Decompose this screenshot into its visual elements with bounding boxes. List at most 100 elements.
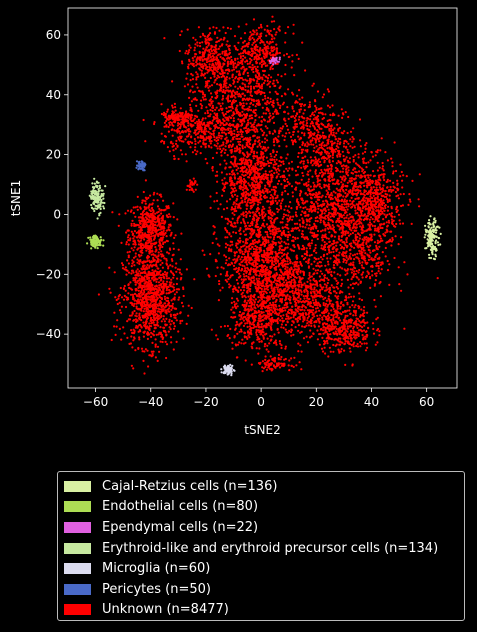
- data-point: [241, 118, 245, 121]
- data-point: [269, 236, 272, 239]
- data-point: [236, 172, 239, 175]
- data-point: [169, 224, 172, 227]
- data-point: [251, 184, 255, 187]
- data-point: [247, 138, 250, 142]
- data-point: [242, 177, 246, 181]
- data-point: [145, 217, 148, 220]
- data-point: [297, 57, 300, 61]
- data-point: [367, 176, 370, 179]
- data-point: [242, 49, 245, 53]
- data-point: [364, 147, 367, 150]
- data-point: [127, 292, 130, 295]
- data-point: [167, 125, 170, 129]
- data-point: [342, 167, 345, 170]
- data-point: [230, 133, 233, 136]
- data-point: [206, 109, 209, 112]
- data-point: [234, 85, 237, 88]
- data-point: [204, 145, 207, 148]
- data-point: [138, 255, 141, 258]
- data-point: [299, 161, 302, 164]
- data-point: [163, 326, 166, 329]
- data-point: [233, 80, 236, 83]
- data-point: [327, 124, 330, 127]
- data-point: [152, 309, 155, 312]
- data-point: [138, 229, 141, 232]
- data-point: [161, 238, 164, 241]
- data-point: [129, 293, 133, 296]
- data-point: [172, 276, 175, 279]
- data-point: [270, 38, 273, 41]
- data-point: [283, 54, 286, 57]
- data-point: [304, 206, 307, 209]
- data-point: [208, 27, 211, 30]
- data-point: [180, 140, 183, 143]
- data-point: [251, 36, 254, 40]
- data-point: [262, 41, 265, 44]
- data-point: [261, 76, 264, 79]
- data-point: [206, 65, 209, 69]
- data-point: [171, 290, 174, 293]
- data-point: [237, 125, 240, 128]
- data-point: [269, 161, 272, 164]
- data-point: [270, 176, 273, 179]
- data-point: [170, 341, 173, 344]
- data-point: [336, 142, 339, 145]
- data-point: [177, 136, 180, 139]
- data-point: [228, 115, 231, 118]
- data-point: [189, 106, 192, 109]
- data-point: [179, 319, 182, 323]
- data-point: [167, 302, 170, 306]
- data-point: [228, 47, 231, 51]
- data-point: [173, 288, 176, 292]
- data-point: [165, 124, 168, 127]
- data-point: [268, 130, 271, 133]
- data-point: [346, 148, 349, 151]
- data-point: [126, 209, 130, 212]
- data-point: [232, 62, 235, 66]
- data-point: [221, 43, 224, 46]
- data-point: [137, 243, 140, 246]
- data-point: [237, 41, 240, 44]
- data-point: [276, 101, 279, 104]
- data-point: [213, 75, 216, 78]
- data-point: [320, 236, 324, 239]
- data-point: [201, 65, 204, 68]
- data-point: [139, 213, 143, 216]
- data-point: [252, 157, 255, 160]
- data-point: [147, 365, 150, 368]
- data-point: [295, 53, 298, 57]
- data-point: [121, 267, 125, 270]
- data-point: [252, 165, 255, 168]
- data-point: [213, 32, 217, 35]
- data-point: [216, 36, 219, 39]
- data-point: [303, 104, 306, 107]
- data-point: [162, 209, 165, 212]
- data-point: [325, 144, 328, 147]
- data-point: [233, 112, 236, 115]
- data-point: [190, 119, 193, 122]
- data-point: [283, 110, 286, 113]
- data-point: [417, 198, 420, 201]
- data-point: [261, 190, 264, 194]
- data-point: [273, 172, 276, 175]
- data-point: [135, 305, 138, 308]
- data-point: [316, 90, 320, 93]
- data-point: [312, 203, 316, 206]
- data-point: [198, 130, 201, 133]
- data-point: [144, 271, 147, 274]
- data-point: [326, 202, 329, 206]
- data-point: [157, 215, 160, 218]
- data-point: [138, 262, 141, 265]
- data-point: [194, 131, 197, 134]
- data-point: [348, 157, 351, 160]
- data-point: [324, 113, 327, 116]
- data-point: [139, 323, 142, 327]
- data-point: [357, 153, 360, 156]
- data-point: [136, 295, 139, 298]
- data-point: [336, 154, 339, 157]
- data-point: [136, 268, 139, 271]
- data-point: [158, 207, 161, 210]
- data-point: [229, 124, 232, 127]
- data-point: [332, 215, 336, 218]
- data-point: [143, 278, 146, 281]
